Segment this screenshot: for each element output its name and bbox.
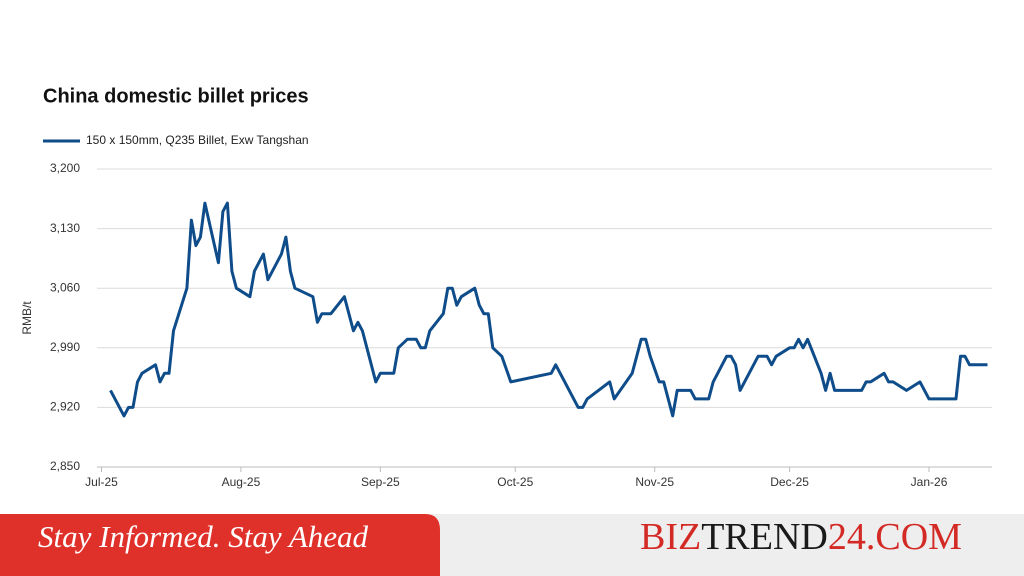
x-tick-label: Sep-25 [361, 475, 400, 489]
y-tick-label: 3,060 [50, 280, 80, 294]
y-tick-label: 2,920 [50, 400, 80, 414]
x-tick-label: Oct-25 [497, 475, 533, 489]
banner-brand: BIZTREND24.COM [640, 516, 962, 558]
y-tick-label: 2,990 [50, 340, 80, 354]
chart-title: China domestic billet prices [43, 85, 309, 107]
legend: 150 x 150mm, Q235 Billet, Exw Tangshan [43, 133, 309, 147]
x-tick-label: Jul-25 [85, 475, 118, 489]
plot-area: 2,850 2,920 2,990 3,060 3,130 3,200 Jul-25 Aug-… [50, 161, 992, 489]
legend-label: 150 x 150mm, Q235 Billet, Exw Tangshan [86, 133, 309, 147]
series-line [109, 201, 988, 418]
brand-part: 24.COM [828, 516, 962, 558]
x-tick-label: Dec-25 [770, 475, 809, 489]
banner-tagline-band [0, 514, 440, 576]
brand-part: TREND [701, 516, 828, 558]
y-tick-label: 2,850 [50, 459, 80, 473]
y-tick-label: 3,200 [50, 161, 80, 175]
x-tick-label: Jan-26 [911, 475, 948, 489]
x-tick-label: Nov-25 [635, 475, 674, 489]
y-axis-label: RMB/t [20, 301, 34, 335]
x-tick-label: Aug-25 [222, 475, 261, 489]
y-tick-label: 3,130 [50, 221, 80, 235]
brand-part: BIZ [640, 516, 701, 558]
banner-tagline: Stay Informed. Stay Ahead [38, 519, 369, 554]
